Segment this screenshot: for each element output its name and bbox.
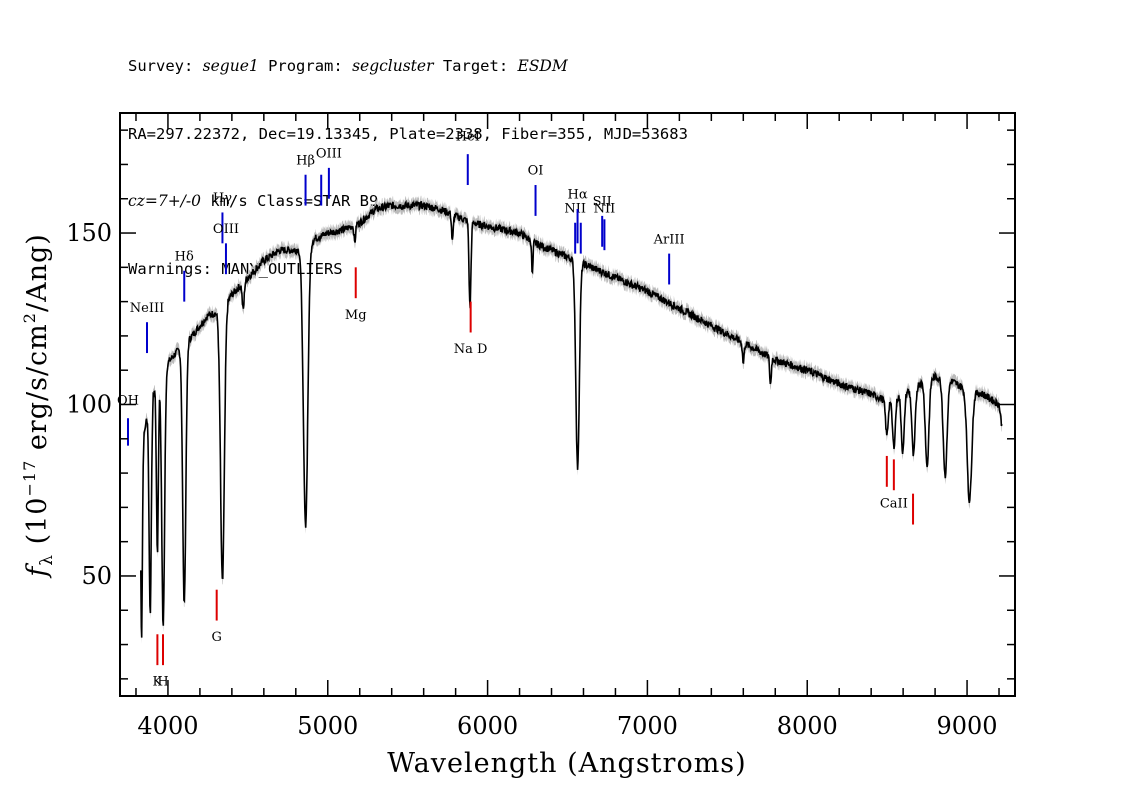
y-tick-label: 100 xyxy=(66,391,112,419)
survey-value: segue1 xyxy=(202,57,259,75)
x-axis-title: Wavelength (Angstroms) xyxy=(387,748,746,779)
absorption-marker-label: G xyxy=(211,630,221,645)
header-line-warnings: Warnings: MANY_OUTLIERS xyxy=(128,259,343,278)
error-band-layer xyxy=(140,195,1002,644)
program-value: segcluster xyxy=(352,57,434,75)
absorption-marker-label: Na D xyxy=(454,342,488,357)
y-tick-label: 150 xyxy=(66,219,112,247)
x-tick-label: 9000 xyxy=(937,712,998,740)
spectrum-header: Survey: segue1 Program: segcluster Targe… xyxy=(128,10,688,303)
target-label: Target: xyxy=(433,57,518,75)
program-label: Program: xyxy=(258,57,353,75)
emission-marker-label: NII xyxy=(594,201,616,216)
emission-marker-label: NII xyxy=(564,201,586,216)
y-axis-title: fλ (10−17 erg/s/cm2/Ang) xyxy=(20,233,57,579)
x-tick-label: 7000 xyxy=(617,712,678,740)
emission-marker-label: Hδ xyxy=(175,249,194,264)
flux-line-layer xyxy=(140,199,1003,638)
emission-marker-label: NeIII xyxy=(130,301,164,316)
emission-marker-label: Hγ xyxy=(213,191,232,206)
absorption-marker-label: H xyxy=(157,675,168,690)
emission-marker-label: Hβ xyxy=(296,153,315,168)
absorption-marker-label: K xyxy=(153,675,163,690)
svg-text:fλ (10−17 erg/s/cm2/Ang): fλ (10−17 erg/s/cm2/Ang) xyxy=(20,233,57,579)
y-tick-label: 50 xyxy=(81,562,112,590)
spectrum-line xyxy=(140,199,1003,638)
x-tick-label: 4000 xyxy=(137,712,198,740)
emission-marker-label: OIII xyxy=(213,222,239,237)
header-line-coordinates: RA=297.22372, Dec=19.13345, Plate=2338, … xyxy=(128,124,688,143)
header-line-redshift: cz=7+/-0 km/s Class=STAR B9 xyxy=(128,190,688,213)
absorption-marker-label: Mg xyxy=(345,308,367,323)
header-line-survey: Survey: segue1 Program: segcluster Targe… xyxy=(128,55,688,78)
x-tick-label: 8000 xyxy=(777,712,838,740)
emission-marker-label: SII xyxy=(593,195,612,210)
ticks-layer: 4000 5000 6000 7000 8000 9000 50 100 150 xyxy=(66,113,1015,740)
emission-marker-label: OI xyxy=(528,164,544,179)
survey-label: Survey: xyxy=(128,57,203,75)
emission-marker-label: ArIII xyxy=(653,232,685,247)
target-value: ESDM xyxy=(517,57,568,75)
redshift-value: cz=7+/-0 xyxy=(128,192,202,210)
absorption-marker-label: CaII xyxy=(880,496,908,511)
class-value: km/s Class=STAR B9 xyxy=(201,192,379,210)
emission-marker-label: HeI xyxy=(456,129,480,144)
x-tick-label: 6000 xyxy=(457,712,518,740)
emission-marker-label: Hα xyxy=(568,188,588,203)
x-tick-label: 5000 xyxy=(297,712,358,740)
emission-marker-label: OIII xyxy=(316,147,342,162)
error-band xyxy=(140,195,1002,644)
